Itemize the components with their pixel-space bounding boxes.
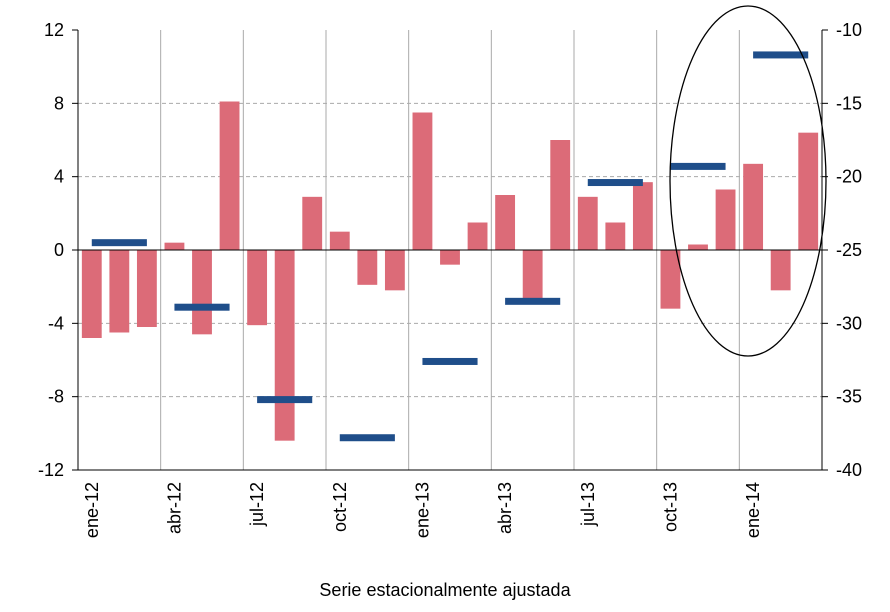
dash [339,434,395,442]
y2-tick-label: -25 [836,240,862,260]
x-tick-label: oct-13 [660,482,680,532]
bar [109,250,130,333]
bar [688,244,708,250]
dash [670,162,726,170]
bar [440,250,460,265]
bar [522,250,543,304]
y2-tick-label: -20 [836,167,862,187]
y-tick-label: -12 [38,460,64,480]
bar [384,250,405,291]
y-tick-label: -4 [48,313,64,333]
bar [715,189,736,250]
dash [753,51,809,59]
y-tick-label: 4 [54,167,64,187]
y2-tick-label: -10 [836,20,862,40]
bar [247,250,268,326]
bar [798,132,819,250]
bar [743,163,764,250]
x-tick-label: ene-13 [412,482,432,538]
bar [192,250,212,335]
bar [219,101,240,250]
dash [422,357,478,365]
bar [660,250,681,309]
y-tick-label: 8 [54,93,64,113]
bar [81,250,102,338]
dash [505,297,561,305]
dash [91,239,147,247]
x-tick-label: jul-13 [578,482,598,527]
bar [770,250,791,291]
bar [495,195,516,250]
bar [577,196,598,250]
dash [174,303,230,311]
x-tick-label: ene-12 [82,482,102,538]
bar [302,196,323,250]
y2-tick-label: -30 [836,313,862,333]
bar [550,140,571,250]
bar [274,250,295,441]
y-tick-label: -8 [48,387,64,407]
bar [357,250,378,285]
bar [136,250,157,327]
x-tick-label: ene-14 [743,482,763,538]
bar [164,242,185,250]
annotation-ellipse [669,5,827,357]
bar [605,222,626,250]
y-tick-label: 12 [44,20,64,40]
x-tick-label: oct-12 [330,482,350,532]
bar [467,222,488,250]
x-tick-label: jul-12 [247,482,267,527]
bar [412,112,433,250]
x-axis-title: Serie estacionalmente ajustada [319,580,571,600]
x-tick-label: abr-13 [495,482,515,534]
dash [587,179,643,187]
bar [632,182,653,250]
y2-tick-label: -40 [836,460,862,480]
dash [257,396,313,404]
y2-tick-label: -15 [836,93,862,113]
y2-tick-label: -35 [836,387,862,407]
x-tick-label: abr-12 [164,482,184,534]
bar [329,231,350,250]
y-tick-label: 0 [54,240,64,260]
